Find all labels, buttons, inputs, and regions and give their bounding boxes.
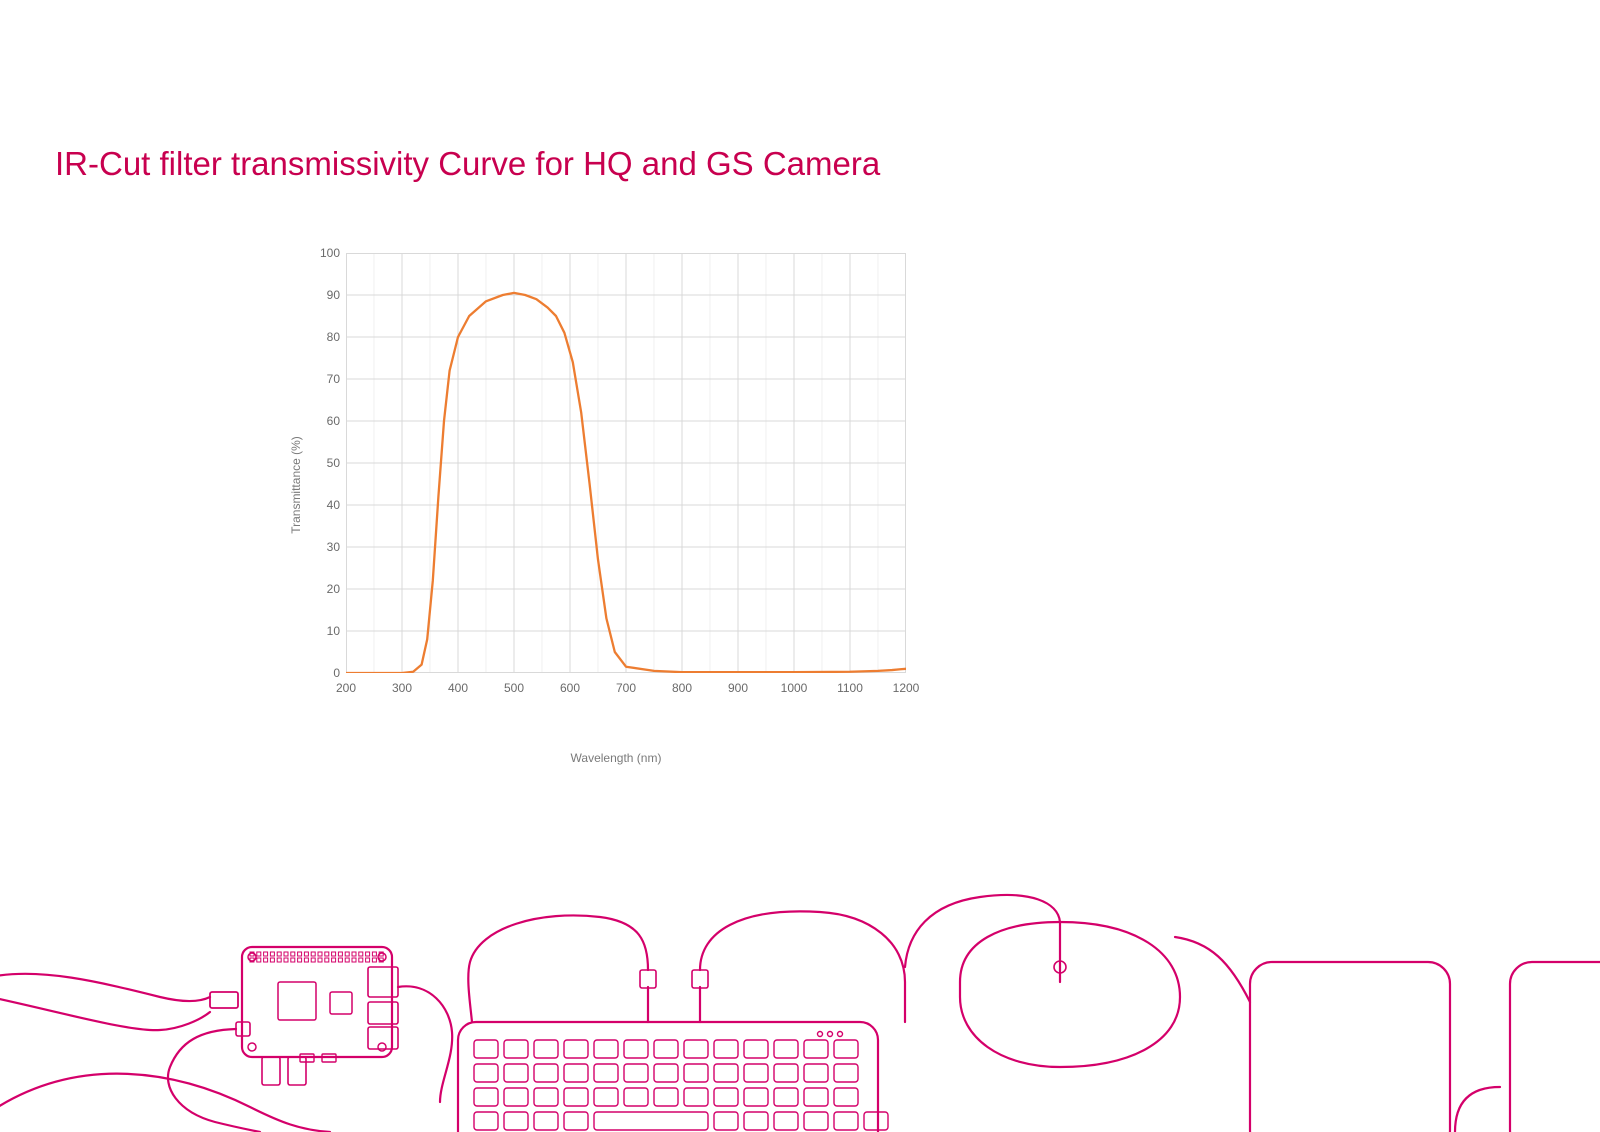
y-tick-label: 100: [320, 246, 340, 260]
x-tick-label: 200: [336, 681, 356, 695]
footer-line-art: [0, 872, 1600, 1132]
plot-area: 2003004005006007008009001000110012000102…: [346, 253, 906, 673]
y-tick-label: 20: [327, 582, 340, 596]
x-tick-label: 300: [392, 681, 412, 695]
x-tick-label: 500: [504, 681, 524, 695]
y-tick-label: 70: [327, 372, 340, 386]
y-tick-label: 90: [327, 288, 340, 302]
x-tick-label: 900: [728, 681, 748, 695]
x-tick-label: 1000: [781, 681, 808, 695]
y-tick-label: 60: [327, 414, 340, 428]
y-tick-label: 10: [327, 624, 340, 638]
y-tick-label: 0: [333, 666, 340, 680]
y-axis-label: Transmittance (%): [289, 436, 303, 534]
y-tick-label: 30: [327, 540, 340, 554]
page-title: IR-Cut filter transmissivity Curve for H…: [55, 145, 880, 183]
x-tick-label: 1200: [893, 681, 920, 695]
y-tick-label: 80: [327, 330, 340, 344]
transmissivity-chart: Transmittance (%) 2003004005006007008009…: [306, 245, 926, 725]
x-tick-label: 400: [448, 681, 468, 695]
page: IR-Cut filter transmissivity Curve for H…: [0, 0, 1600, 1132]
y-tick-label: 40: [327, 498, 340, 512]
footer-decorative-art: [0, 872, 1600, 1132]
x-tick-label: 800: [672, 681, 692, 695]
x-tick-label: 600: [560, 681, 580, 695]
x-axis-label: Wavelength (nm): [571, 751, 662, 765]
y-tick-label: 50: [327, 456, 340, 470]
x-tick-label: 700: [616, 681, 636, 695]
x-tick-label: 1100: [837, 681, 863, 695]
chart-svg: [346, 253, 906, 673]
